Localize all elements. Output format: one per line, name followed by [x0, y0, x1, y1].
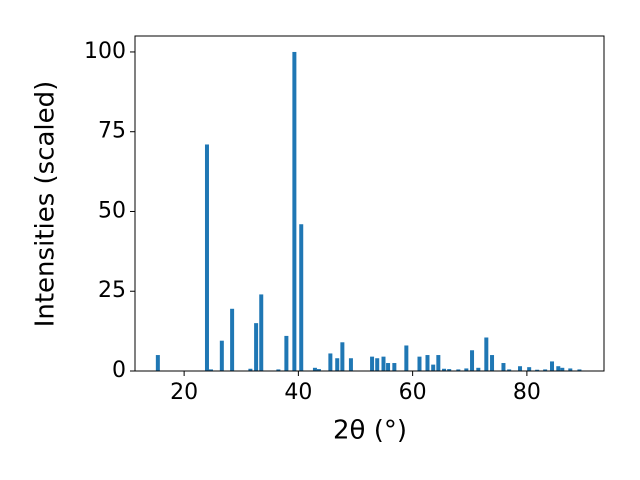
bar	[340, 342, 345, 371]
bar	[476, 367, 481, 371]
bar	[470, 350, 475, 371]
bar	[386, 363, 391, 371]
bar	[507, 369, 512, 371]
y-tick-label: 50	[98, 198, 126, 223]
bar	[316, 369, 321, 371]
x-tick-label: 40	[284, 380, 312, 405]
bar	[348, 358, 353, 371]
bar	[490, 355, 495, 371]
bar	[556, 366, 561, 371]
bar	[404, 345, 409, 371]
x-axis-label: 2θ (°)	[333, 416, 407, 446]
bar	[431, 364, 436, 371]
y-axis-label: Intensities (scaled)	[31, 81, 61, 328]
bar	[456, 369, 461, 371]
bar	[535, 369, 540, 371]
bar	[442, 368, 447, 371]
bar	[248, 368, 253, 371]
bar	[292, 51, 297, 371]
bar	[501, 363, 506, 371]
bar	[392, 363, 397, 371]
bar	[312, 367, 317, 371]
bar	[155, 355, 160, 371]
bar	[518, 366, 523, 371]
x-tick-label: 60	[399, 380, 427, 405]
bar	[375, 358, 380, 371]
bar	[550, 361, 555, 371]
bar	[328, 353, 333, 371]
bar	[208, 369, 213, 371]
y-tick-label: 100	[84, 39, 126, 64]
bar	[370, 356, 375, 371]
bar	[259, 294, 264, 371]
bar	[204, 144, 209, 371]
y-tick-label: 0	[112, 358, 126, 383]
bar	[527, 367, 532, 371]
bar	[447, 369, 452, 371]
bar	[284, 335, 289, 371]
x-tick-label: 20	[170, 380, 198, 405]
bar	[425, 355, 430, 371]
bar	[560, 367, 565, 371]
y-tick-label: 25	[98, 278, 126, 303]
x-tick-label: 80	[513, 380, 541, 405]
bar	[436, 355, 441, 371]
bar	[230, 308, 235, 371]
bar	[417, 356, 422, 371]
bar	[335, 358, 340, 371]
y-tick-label: 75	[98, 119, 126, 144]
bar	[254, 323, 259, 371]
bar	[568, 368, 573, 371]
bar	[464, 368, 469, 371]
bar	[577, 369, 582, 371]
bar	[381, 356, 386, 371]
bar	[219, 340, 224, 371]
bar	[543, 369, 548, 371]
bar	[484, 337, 489, 371]
bar	[276, 369, 281, 371]
bar	[299, 224, 304, 371]
plot-frame	[134, 35, 605, 372]
